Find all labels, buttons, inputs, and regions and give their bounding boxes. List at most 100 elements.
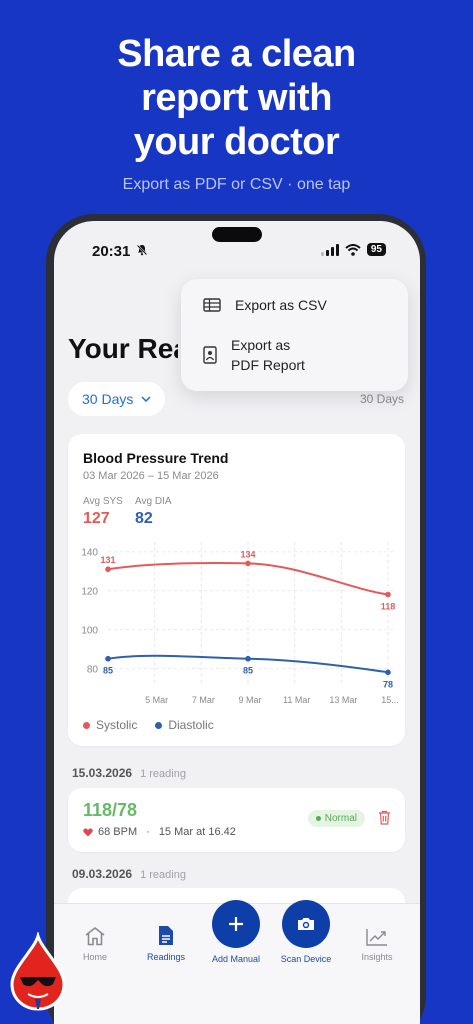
range-filter-label: 30 Days [82,391,134,407]
group-header: 09.03.2026 1 reading [72,867,186,881]
tab-add-manual-label: Add Manual [211,954,261,964]
avg-sys-value: 127 [83,510,110,527]
add-manual-fab[interactable] [212,900,260,948]
pdf-report-icon [203,346,217,364]
export-pdf-label-line: PDF Report [231,357,305,373]
tab-scan-device-label: Scan Device [280,954,332,964]
promo-subtitle: Export as PDF or CSV · one tap [122,176,351,193]
document-icon [159,926,173,945]
chart-title: Blood Pressure Trend [83,450,229,466]
status-right: 95 [320,243,386,256]
promo-title-line: report with [141,77,332,119]
y-tick-label: 100 [81,626,98,637]
x-tick-label: 13 Mar [329,695,357,705]
data-label-diastolic: 85 [243,666,253,676]
status-badge: Normal [307,810,365,827]
tab-home-label: Home [82,952,107,962]
tab-readings[interactable]: Readings [131,922,201,962]
tab-readings-label: Readings [146,952,186,962]
group-date: 15.03.2026 [72,766,133,780]
blood-drop-mascot-icon [10,932,66,1011]
wifi-icon [345,243,361,256]
tab-insights[interactable]: Insights [342,922,412,962]
data-point-systolic [245,560,251,567]
data-point-diastolic [385,669,391,676]
tab-bar: Home Readings Add Manual [54,900,420,1024]
heart-icon [83,828,93,836]
export-menu: Export as CSV Export as PDF Report [181,279,408,391]
home-icon [85,926,105,946]
legend-systolic-dot [83,721,90,729]
legend-systolic: Systolic [83,718,137,732]
legend-diastolic-dot [155,721,163,729]
avg-sys-label: Avg SYS [83,496,123,507]
chevron-down-icon [141,396,151,402]
y-tick-label: 140 [81,548,98,559]
dynamic-island [212,227,262,242]
chart-trend-icon [366,929,387,946]
data-label-systolic: 118 [381,602,396,612]
reading-card[interactable]: 118/78 68 BPM · 15 Mar at 16.42 Normal [68,788,405,852]
legend-diastolic-label: Diastolic [168,718,214,732]
avg-dia-label: Avg DIA [135,496,172,507]
scan-device-fab[interactable] [282,900,330,948]
export-csv-label: Export as CSV [235,297,327,313]
tab-home[interactable]: Home [60,922,130,962]
readings-icon-wrap [131,922,201,946]
reading-time: 15 Mar at 16.42 [158,826,236,838]
chart-legend: Systolic Diastolic [83,718,214,732]
insights-icon-wrap [342,922,412,946]
table-icon [203,298,221,312]
tab-insights-label: Insights [361,952,393,962]
home-icon-wrap [60,922,130,946]
group-header: 15.03.2026 1 reading [72,766,186,780]
group-count: 1 reading [140,869,186,881]
reading-separator: · [146,826,150,838]
data-label-diastolic: 78 [383,679,393,689]
avg-dia-value: 82 [135,510,153,527]
data-label-systolic: 131 [100,555,115,565]
data-point-systolic [105,566,111,573]
reading-meta: 68 BPM · 15 Mar at 16.42 [83,826,236,838]
export-pdf-item[interactable]: Export as PDF Report [203,335,305,375]
promo-title: Share a clean report with your doctor [0,32,473,164]
page-title: Your Readings [68,333,178,364]
export-pdf-label: Export as PDF Report [231,335,305,375]
group-date: 09.03.2026 [72,867,133,881]
x-tick-label: 15... [381,695,399,705]
promo-title-line: your doctor [133,121,340,163]
chart-dates: 03 Mar 2026 – 15 Mar 2026 [83,470,219,482]
range-label: 30 Days [359,392,404,406]
group-count: 1 reading [140,768,186,780]
data-point-diastolic [105,655,111,662]
data-label-diastolic: 85 [103,666,113,676]
promo-title-line: Share a clean [117,33,356,75]
x-tick-label: 11 Mar [283,695,310,705]
status-time: 20:31 [92,243,131,260]
legend-systolic-label: Systolic [96,718,138,732]
trash-icon[interactable] [378,810,391,825]
status-badge-label: Normal [324,813,357,824]
x-tick-label: 9 Mar [238,695,261,705]
bp-chart: 140 120 100 80 5 Mar 7 Mar 9 Mar 11 Mar 13 Mar 15… [81,542,399,705]
battery-indicator: 95 [366,243,386,256]
y-tick-label: 80 [87,664,99,675]
signal-icon [320,243,339,256]
plus-icon [229,917,243,931]
data-point-systolic [385,591,391,598]
x-tick-label: 5 Mar [145,695,168,705]
data-label-systolic: 134 [240,549,255,559]
chart-card: Blood Pressure Trend 03 Mar 2026 – 15 Ma… [68,434,405,746]
y-tick-label: 120 [81,587,98,598]
reading-value: 118/78 [83,800,138,820]
reading-bpm: 68 BPM [98,826,138,838]
x-tick-label: 7 Mar [192,695,215,705]
export-csv-item[interactable]: Export as CSV [203,297,327,313]
data-point-diastolic [245,655,251,662]
export-pdf-label-line: Export as [231,337,291,353]
status-dot [315,815,321,821]
camera-icon [298,918,314,930]
range-filter-button[interactable]: 30 Days [68,382,166,416]
bell-muted-icon [136,244,148,256]
legend-diastolic: Diastolic [155,718,214,732]
